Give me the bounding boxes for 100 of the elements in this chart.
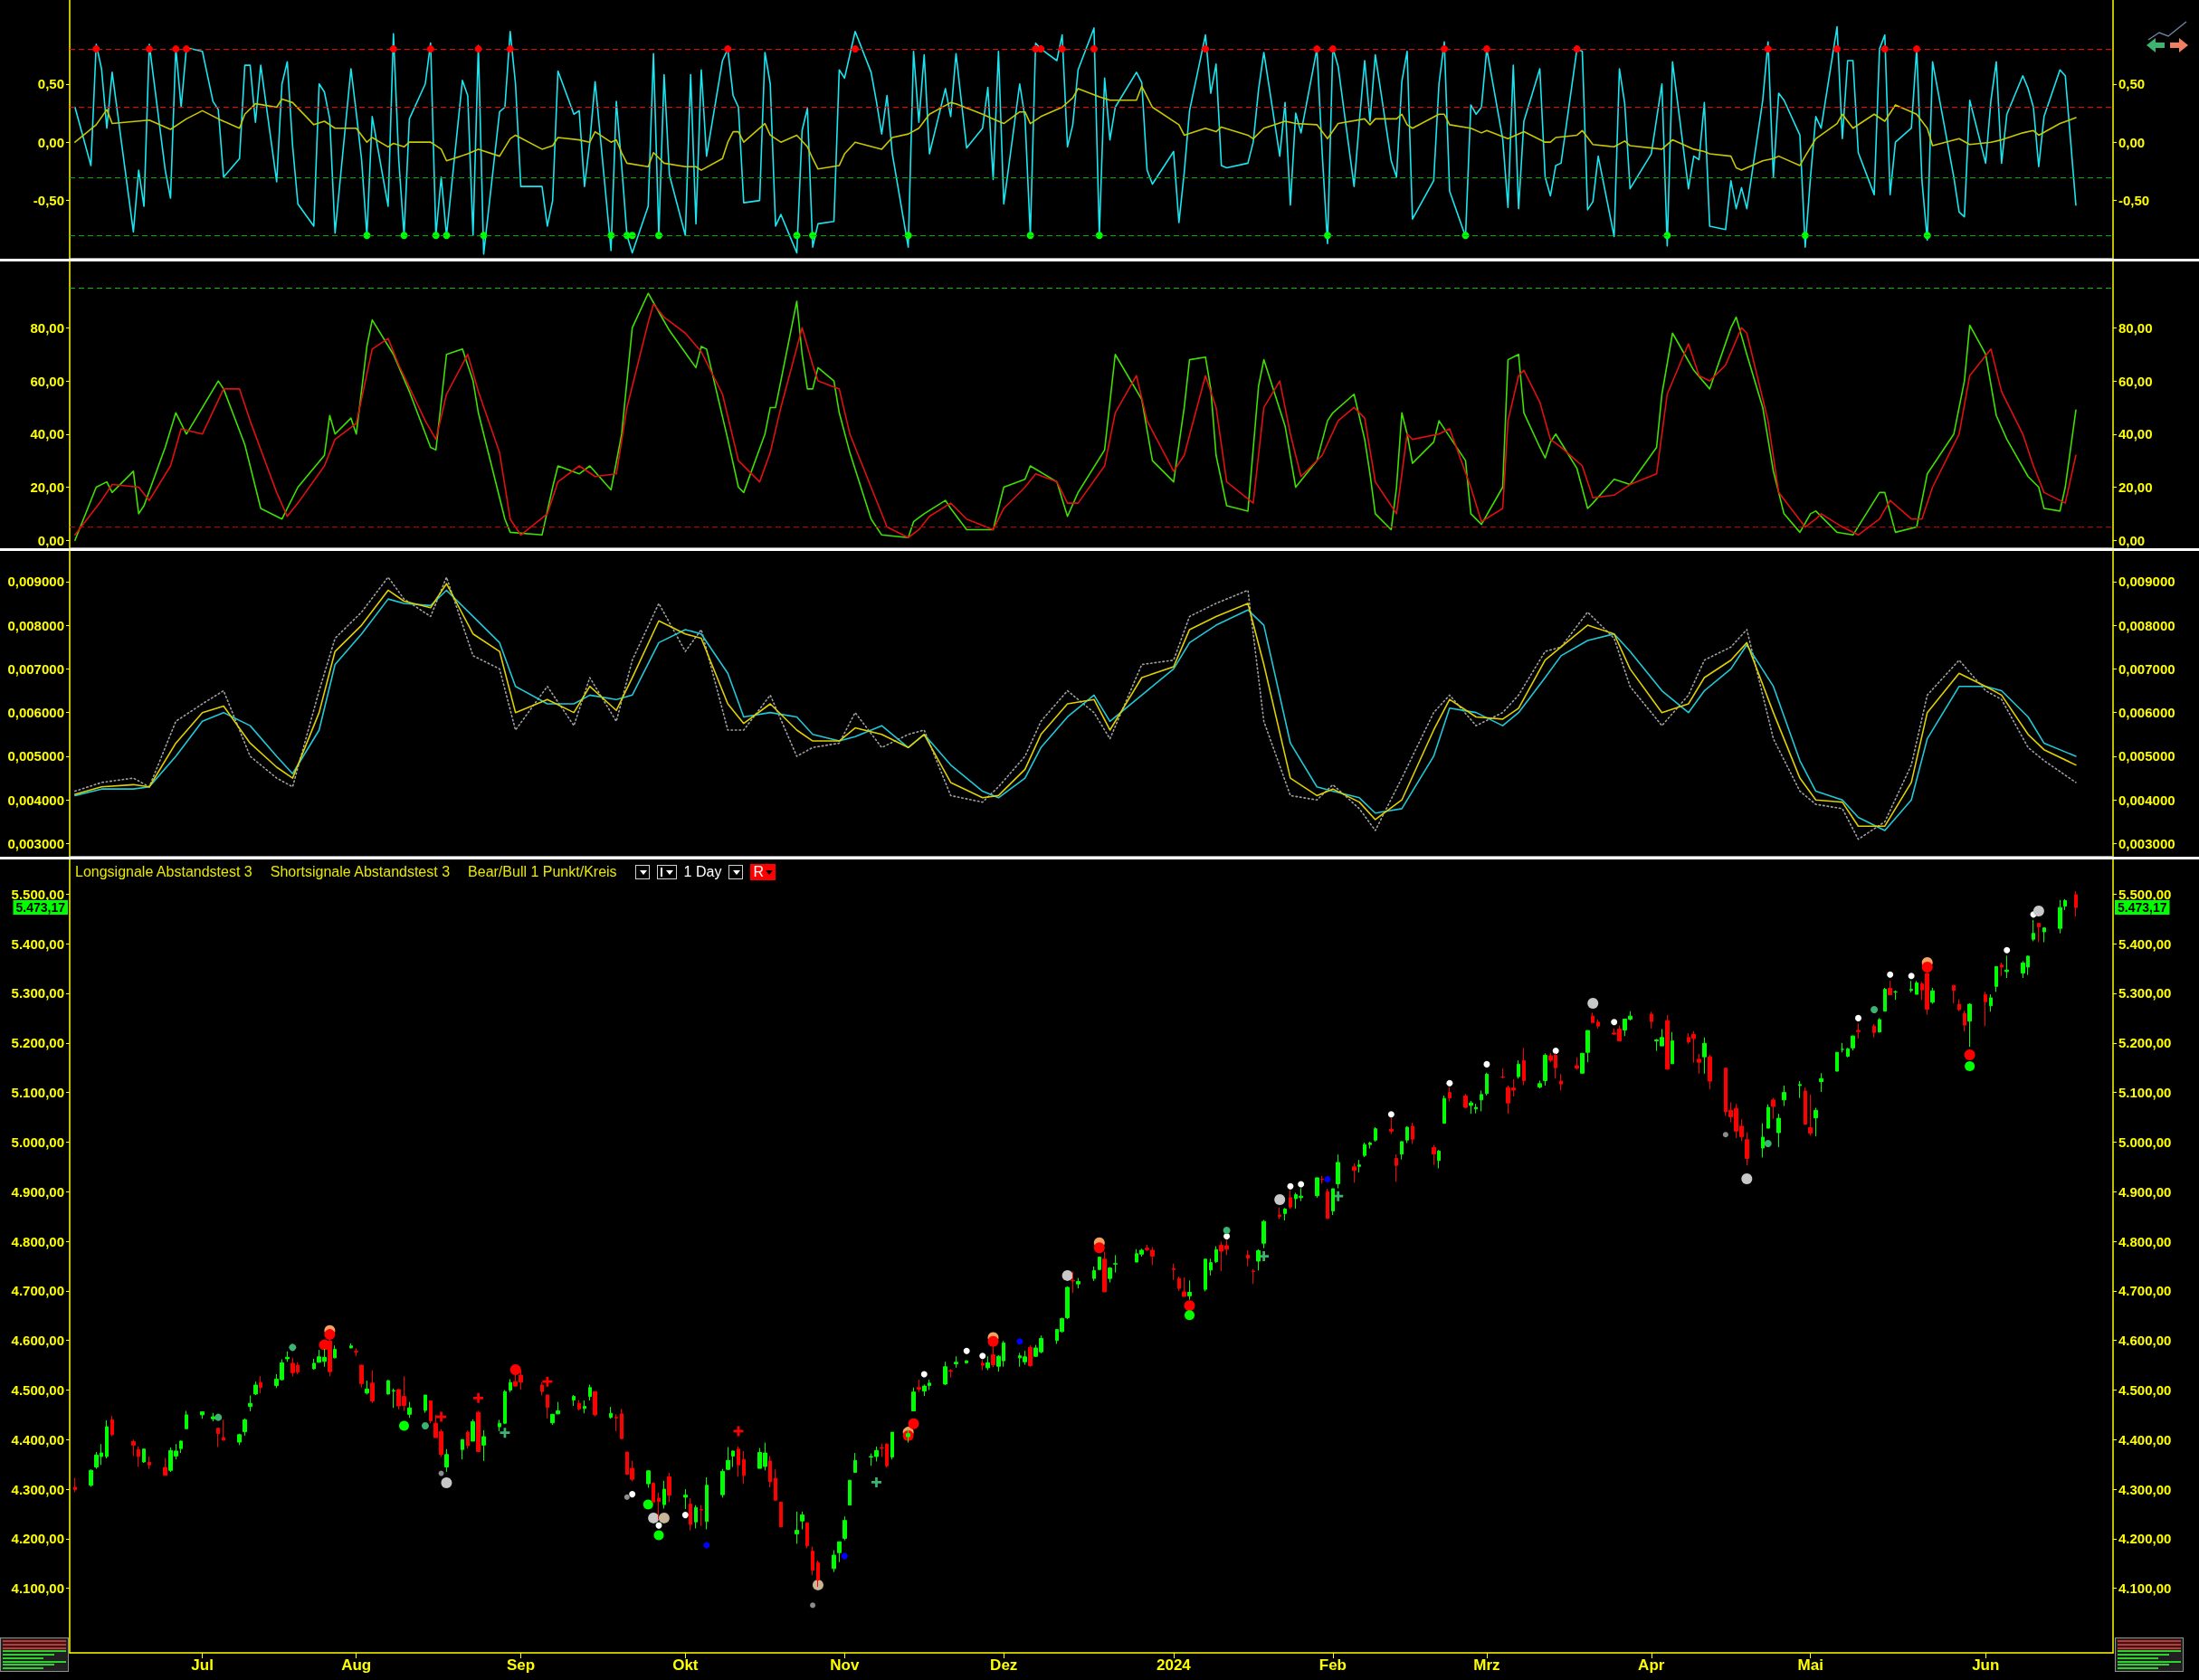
candlestick — [222, 1419, 225, 1441]
candlestick — [1665, 1014, 1670, 1070]
candlestick — [1591, 1011, 1595, 1023]
candlestick — [498, 1419, 501, 1432]
candlestick — [2042, 927, 2046, 944]
y-tick-label: 0,003000 — [7, 836, 64, 852]
candlestick — [1326, 1188, 1329, 1220]
candlestick — [1702, 1037, 1707, 1075]
y-tick-label: -0,50 — [33, 193, 64, 209]
candlestick — [89, 1468, 93, 1487]
y-tick-label: 4.400,00 — [11, 1431, 64, 1447]
candlestick — [1252, 1268, 1255, 1285]
candlestick — [1374, 1126, 1377, 1143]
candlestick — [285, 1351, 290, 1362]
y-tick-label: 4.300,00 — [11, 1481, 64, 1497]
y2-tick-label: 5.100,00 — [2118, 1085, 2172, 1101]
candlestick — [700, 1504, 703, 1527]
y2-tick-label: 0,00 — [2118, 134, 2146, 150]
y-tick-label: 0,00 — [37, 532, 64, 548]
y2-tick-label: 5.300,00 — [2118, 985, 2172, 1001]
y-tick-label: 40,00 — [30, 426, 64, 442]
point — [643, 1499, 653, 1510]
candlestick — [1771, 1097, 1775, 1120]
y-tick-label: 5.100,00 — [11, 1085, 64, 1101]
point — [1446, 1079, 1453, 1087]
candlestick — [1256, 1248, 1261, 1271]
point — [624, 1494, 630, 1500]
y2-tick-label: 0,00 — [2118, 532, 2146, 548]
candlestick — [1098, 1257, 1101, 1270]
candlestick — [1108, 1267, 1112, 1284]
candlestick — [1278, 1207, 1281, 1220]
candlestick — [185, 1410, 188, 1429]
candlestick — [588, 1383, 592, 1401]
candlestick — [1187, 1279, 1192, 1301]
text: 5.473,17 — [15, 900, 66, 916]
candlestick — [407, 1401, 412, 1419]
candlestick — [848, 1479, 852, 1506]
candlestick — [1400, 1140, 1404, 1161]
candlestick — [689, 1497, 692, 1532]
candlestick — [1437, 1149, 1441, 1169]
candlestick — [1315, 1176, 1319, 1199]
x-tick-label: Feb — [1318, 1656, 1347, 1674]
candlestick — [1246, 1249, 1250, 1267]
y-tick-label: 4.800,00 — [11, 1233, 64, 1249]
y2-tick-label: 5.400,00 — [2118, 935, 2172, 952]
candlestick — [1559, 1073, 1563, 1091]
text: 5.473,17 — [2118, 900, 2167, 916]
y-tick-label: 60,00 — [30, 373, 64, 389]
y2-tick-label: 0,003000 — [2118, 836, 2175, 852]
annotation: Bear/Bull 1 Punkt/Kreis — [468, 863, 617, 881]
candlestick — [1697, 1053, 1701, 1075]
candlestick — [259, 1375, 262, 1394]
candlestick — [985, 1355, 990, 1372]
candlestick — [243, 1418, 247, 1437]
candlestick — [550, 1413, 555, 1426]
point — [1552, 1048, 1559, 1055]
y-tick-label: 5.500,00 — [11, 886, 64, 902]
candlestick — [148, 1456, 151, 1470]
y2-tick-label: 4.300,00 — [2118, 1481, 2172, 1497]
y-tick-label: 5.200,00 — [11, 1035, 64, 1051]
candlestick — [1500, 1068, 1505, 1079]
candlestick — [1761, 1123, 1765, 1158]
candlestick — [800, 1511, 804, 1531]
candlestick — [1357, 1159, 1361, 1173]
y-tick-label: 4.100,00 — [11, 1580, 64, 1597]
candlestick — [1214, 1246, 1218, 1264]
candlestick — [1405, 1125, 1409, 1144]
candlestick — [667, 1472, 671, 1503]
point — [324, 1329, 336, 1341]
candlestick — [333, 1344, 337, 1359]
candlestick — [614, 1413, 618, 1432]
candlestick — [1804, 1087, 1807, 1125]
y2-tick-label: 40,00 — [2118, 426, 2153, 442]
candlestick — [1102, 1251, 1107, 1293]
candlestick — [1909, 980, 1913, 993]
point — [473, 1392, 484, 1403]
candlestick — [1835, 1051, 1839, 1072]
y2-tick-label: 4.100,00 — [2118, 1580, 2172, 1597]
candlestick — [1283, 1207, 1287, 1221]
candlestick — [1580, 1052, 1585, 1075]
point — [920, 1371, 928, 1378]
y-tick-label: 5.400,00 — [11, 935, 64, 952]
candlestick — [768, 1455, 772, 1488]
y-tick-label: 4.900,00 — [11, 1183, 64, 1200]
y2-tick-label: 0,004000 — [2118, 792, 2175, 808]
candlestick — [1856, 1022, 1861, 1039]
point — [2004, 946, 2011, 954]
point — [1274, 1194, 1286, 1206]
candlestick — [1819, 1072, 1823, 1093]
candlestick — [1851, 1035, 1855, 1051]
candlestick — [1952, 984, 1956, 1004]
candlestick — [1585, 1030, 1590, 1063]
candlestick — [593, 1391, 597, 1418]
candlestick — [1389, 1117, 1394, 1135]
candlestick — [509, 1378, 512, 1393]
candlestick — [2032, 919, 2035, 942]
y-tick-label: 4.200,00 — [11, 1531, 64, 1547]
candlestick — [1930, 987, 1935, 1004]
candlestick — [556, 1401, 560, 1415]
candlestick — [471, 1419, 475, 1442]
